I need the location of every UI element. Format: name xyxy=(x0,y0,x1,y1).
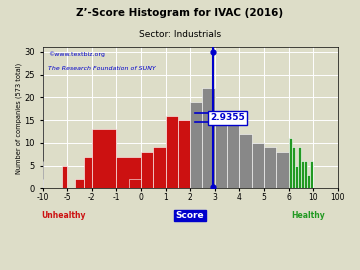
Bar xyxy=(62,166,67,188)
Text: Healthy: Healthy xyxy=(291,211,325,220)
Bar xyxy=(310,161,313,188)
Bar xyxy=(252,143,264,188)
Bar xyxy=(227,125,239,188)
Text: Z’-Score Histogram for IVAC (2016): Z’-Score Histogram for IVAC (2016) xyxy=(76,8,284,18)
Bar xyxy=(141,152,153,188)
Text: 2.9355: 2.9355 xyxy=(210,113,245,122)
Bar xyxy=(239,134,252,188)
Text: ©www.textbiz.org: ©www.textbiz.org xyxy=(49,52,105,57)
Text: The Research Foundation of SUNY: The Research Foundation of SUNY xyxy=(49,66,156,71)
Bar xyxy=(75,179,84,188)
Bar xyxy=(116,157,141,188)
Bar xyxy=(92,129,116,188)
Bar xyxy=(292,147,295,188)
Bar xyxy=(190,102,202,188)
Bar xyxy=(129,179,141,188)
Text: Sector: Industrials: Sector: Industrials xyxy=(139,30,221,39)
Bar xyxy=(298,147,301,188)
Bar xyxy=(289,139,292,188)
Bar xyxy=(264,147,276,188)
Bar xyxy=(178,120,190,188)
Bar xyxy=(304,161,307,188)
Bar xyxy=(301,161,304,188)
Bar xyxy=(215,111,227,188)
Bar xyxy=(153,147,166,188)
Bar xyxy=(295,166,298,188)
Bar xyxy=(166,116,178,188)
Text: Unhealthy: Unhealthy xyxy=(41,211,85,220)
Y-axis label: Number of companies (573 total): Number of companies (573 total) xyxy=(15,62,22,174)
Text: Score: Score xyxy=(176,211,204,220)
Bar xyxy=(84,157,92,188)
Bar xyxy=(276,152,289,188)
Bar xyxy=(307,175,310,188)
Bar xyxy=(202,88,215,188)
